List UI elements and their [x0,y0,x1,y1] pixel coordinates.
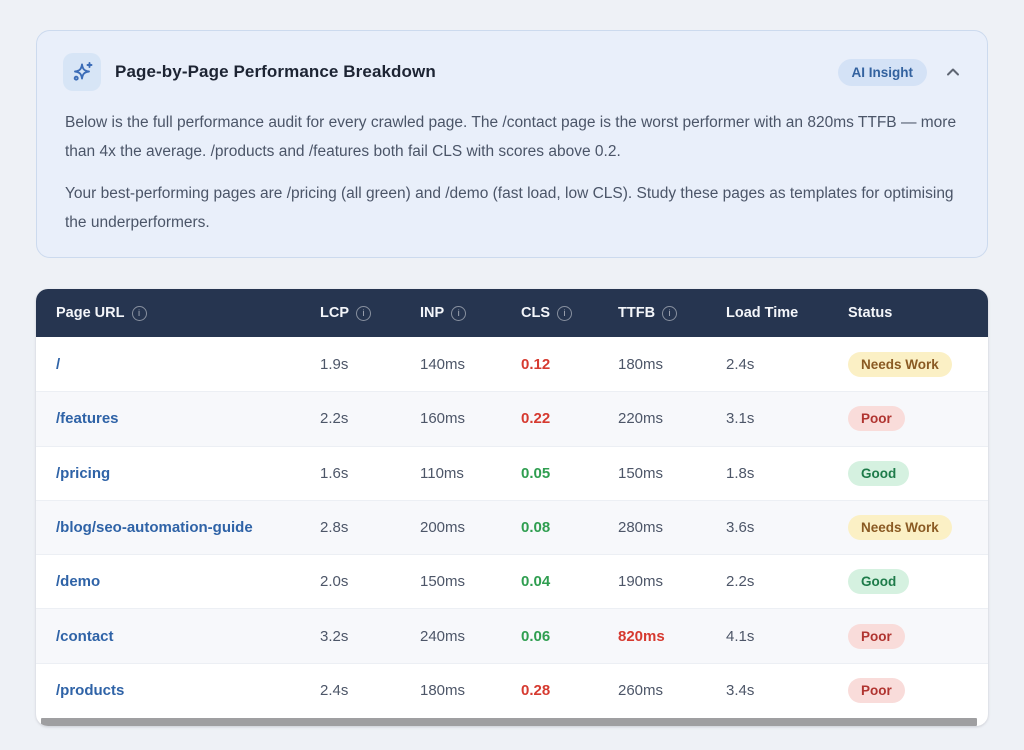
insight-paragraph-1: Below is the full performance audit for … [65,114,957,160]
status-badge: Poor [848,677,905,703]
info-icon[interactable]: i [131,305,147,321]
table-row: /products 2.4s 180ms 0.28 260ms 3.4s Poo… [36,662,988,717]
lcp-value: 1.9s [320,355,349,373]
inp-value: 240ms [420,627,466,645]
collapse-button[interactable] [943,62,963,82]
column-header-label: LCP [320,305,349,321]
lcp-value: 2.2s [320,410,349,428]
cls-value: 0.04 [521,573,551,591]
horizontal-scrollbar [36,717,988,727]
page-url-link[interactable]: /pricing [56,464,111,482]
lcp-value: 1.6s [320,464,349,482]
page-url-link[interactable]: /demo [56,573,101,591]
status-badge: Poor [848,623,905,649]
ttfb-value: 260ms [618,681,664,699]
status-badge: Needs Work [848,351,952,377]
inp-value: 110ms [420,464,464,482]
lcp-value: 2.4s [320,681,349,699]
inp-value: 160ms [420,410,466,428]
column-header-label: TTFB [618,305,656,321]
column-header-label: CLS [521,305,550,321]
lcp-value: 3.2s [320,627,349,645]
status-badge: Poor [848,406,905,432]
ttfb-value: 280ms [618,519,664,537]
table-row: /blog/seo-automation-guide 2.8s 200ms 0.… [36,499,988,555]
cls-value: 0.12 [521,355,551,373]
load-time-value: 3.4s [726,681,755,699]
page-url-link[interactable]: / [56,355,61,373]
ttfb-value: 820ms [618,627,665,645]
load-time-value: 3.6s [726,519,755,537]
info-icon[interactable]: i [557,305,572,321]
inp-value: 150ms [420,573,466,591]
table-row: /pricing 1.6s 110ms 0.05 150ms 1.8s Good [36,445,988,500]
column-header: TTFB i [618,305,726,321]
column-header: Status [848,305,988,321]
cls-value: 0.28 [521,681,551,699]
load-time-value: 3.1s [726,410,755,428]
column-header: Load Time [726,305,848,321]
lcp-value: 2.0s [320,573,349,591]
card-body: Below is the full performance audit for … [37,91,987,238]
lcp-value: 2.8s [320,519,349,537]
ai-insight-badge: AI Insight [837,58,927,86]
load-time-value: 1.8s [726,464,755,482]
sparkles-icon [63,53,101,91]
table-header-row: Page URL i LCP i INP i CLS i TTFB i Load Time Statu… [36,289,988,337]
column-header-label: INP [420,305,445,321]
cls-value: 0.08 [521,519,551,537]
ttfb-value: 190ms [618,573,664,591]
table-body: / 1.9s 140ms 0.12 180ms 2.4s Needs Work … [36,337,988,717]
status-badge: Needs Work [848,515,952,541]
inp-value: 200ms [420,519,466,537]
info-icon[interactable]: i [662,305,678,321]
card-title: Page-by-Page Performance Breakdown [115,62,436,81]
column-header-label: Page URL [56,305,125,321]
page-url-link[interactable]: /blog/seo-automation-guide [56,519,253,537]
inp-value: 140ms [420,355,466,373]
scrollbar-thumb[interactable] [41,718,977,727]
status-badge: Good [848,460,910,486]
performance-table: Page URL i LCP i INP i CLS i TTFB i Load Time Statu… [36,289,988,727]
column-header: CLS i [521,305,618,321]
table-row: /features 2.2s 160ms 0.22 220ms 3.1s Poo… [36,391,988,446]
page-url-link[interactable]: /features [56,410,119,428]
status-badge: Good [848,569,910,595]
cls-value: 0.05 [521,464,551,482]
column-header-label: Load Time [726,305,799,321]
table-row: /demo 2.0s 150ms 0.04 190ms 2.2s Good [36,554,988,608]
page-url-link[interactable]: /contact [56,627,114,645]
page-url-link[interactable]: /products [56,681,125,699]
inp-value: 180ms [420,681,466,699]
load-time-value: 2.4s [726,355,755,373]
load-time-value: 4.1s [726,627,755,645]
ai-insight-card: Page-by-Page Performance Breakdown AI In… [36,30,988,258]
table-row: / 1.9s 140ms 0.12 180ms 2.4s Needs Work [36,337,988,391]
cls-value: 0.06 [521,627,551,645]
info-icon[interactable]: i [356,305,371,321]
ttfb-value: 220ms [618,410,664,428]
chevron-up-icon [947,68,959,76]
info-icon[interactable]: i [451,305,467,321]
column-header: Page URL i [56,305,320,321]
column-header: LCP i [320,305,420,321]
column-header: INP i [420,305,521,321]
insight-paragraph-2: Your best-performing pages are /pricing … [65,185,954,232]
cls-value: 0.22 [521,410,551,428]
ttfb-value: 150ms [618,464,664,482]
column-header-label: Status [848,305,893,321]
table-row: /contact 3.2s 240ms 0.06 820ms 4.1s Poor [36,608,988,663]
load-time-value: 2.2s [726,573,755,591]
ttfb-value: 180ms [618,355,664,373]
card-header: Page-by-Page Performance Breakdown AI In… [37,31,987,91]
